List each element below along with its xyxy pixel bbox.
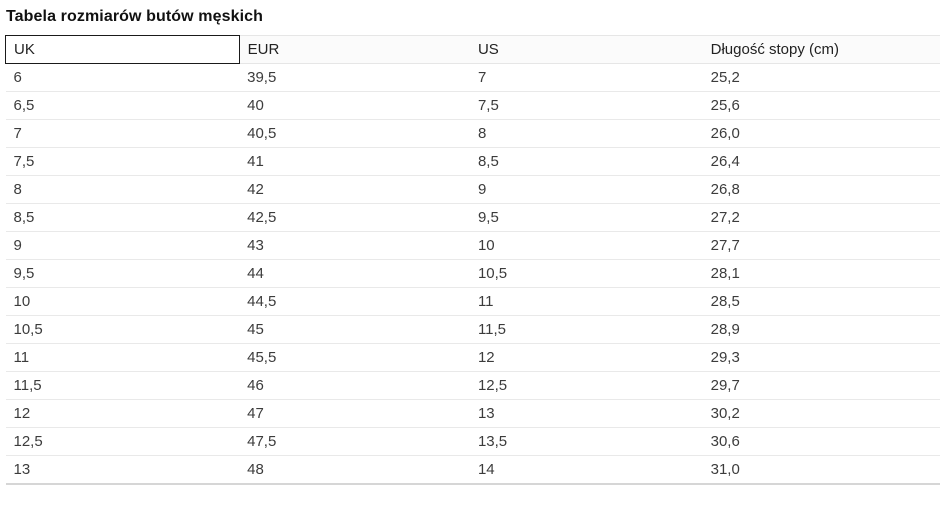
table-cell: 28,5: [702, 287, 940, 316]
table-row: 13 48 14 31,0: [5, 455, 940, 484]
table-cell: 8: [5, 175, 240, 204]
table-cell: 9: [5, 231, 240, 260]
table-cell: 9,5: [469, 203, 703, 232]
table-cell: 30,2: [702, 399, 940, 428]
table-cell: 41: [239, 147, 470, 176]
table-cell: 42,5: [239, 203, 470, 232]
table-cell: 42: [239, 175, 470, 204]
table-row: 8,5 42,5 9,5 27,2: [5, 203, 940, 232]
table-cell: 47: [239, 399, 470, 428]
table-cell: 12,5: [469, 371, 703, 400]
table-row: 11,5 46 12,5 29,7: [5, 371, 940, 400]
table-cell: 25,6: [702, 91, 940, 120]
table-cell: 30,6: [702, 427, 940, 456]
table-cell: 12: [469, 343, 703, 372]
table-cell: 11,5: [5, 371, 240, 400]
table-cell: 46: [239, 371, 470, 400]
table-cell: 44: [239, 259, 470, 288]
table-cell: 28,1: [702, 259, 940, 288]
table-cell: 39,5: [239, 63, 470, 92]
table-cell: 7: [5, 119, 240, 148]
table-cell: 13: [5, 455, 240, 484]
table-cell: 14: [469, 455, 703, 484]
table-cell: 47,5: [239, 427, 470, 456]
table-cell: 6: [5, 63, 240, 92]
table-cell: 40: [239, 91, 470, 120]
table-cell: 29,3: [702, 343, 940, 372]
table-cell: 48: [239, 455, 470, 484]
table-cell: 11: [469, 287, 703, 316]
column-header-us[interactable]: US: [469, 35, 703, 64]
table-cell: 7,5: [5, 147, 240, 176]
table-row: 9 43 10 27,7: [5, 231, 940, 260]
table-cell: 12: [5, 399, 240, 428]
table-cell: 45,5: [239, 343, 470, 372]
table-cell: 31,0: [702, 455, 940, 484]
table-cell: 13,5: [469, 427, 703, 456]
table-cell: 8,5: [469, 147, 703, 176]
column-header-uk[interactable]: UK: [5, 35, 240, 64]
table-cell: 11: [5, 343, 240, 372]
table-row: 6,5 40 7,5 25,6: [5, 91, 940, 120]
table-cell: 6,5: [5, 91, 240, 120]
table-cell: 10,5: [469, 259, 703, 288]
column-header-eur[interactable]: EUR: [239, 35, 470, 64]
table-cell: 12,5: [5, 427, 240, 456]
table-row: 10 44,5 11 28,5: [5, 287, 940, 316]
table-cell: 10,5: [5, 315, 240, 344]
table-cell: 9: [469, 175, 703, 204]
table-cell: 28,9: [702, 315, 940, 344]
shoe-size-table: UK EUR US Długość stopy (cm) 6 39,5 7 25,2 6…: [5, 35, 940, 485]
table-cell: 40,5: [239, 119, 470, 148]
table-cell: 13: [469, 399, 703, 428]
table-row: 10,5 45 11,5 28,9: [5, 315, 940, 344]
table-cell: 44,5: [239, 287, 470, 316]
page-title: Tabela rozmiarów butów męskich: [6, 8, 263, 25]
table-cell: 43: [239, 231, 470, 260]
size-table-body: 6 39,5 7 25,2 6,5 40 7,5 25,6 7 40,5 8 26,0 7,5 41 8,5…: [5, 63, 940, 484]
table-cell: 8,5: [5, 203, 240, 232]
table-cell: 25,2: [702, 63, 940, 92]
table-cell: 26,0: [702, 119, 940, 148]
table-cell: 27,7: [702, 231, 940, 260]
table-row: 8 42 9 26,8: [5, 175, 940, 204]
table-cell: 26,4: [702, 147, 940, 176]
table-cell: 10: [5, 287, 240, 316]
table-cell: 7: [469, 63, 703, 92]
table-header-row: UK EUR US Długość stopy (cm): [5, 35, 940, 64]
table-cell: 27,2: [702, 203, 940, 232]
table-cell: 8: [469, 119, 703, 148]
table-cell: 7,5: [469, 91, 703, 120]
column-header-foot-length[interactable]: Długość stopy (cm): [702, 35, 940, 64]
table-row: 7,5 41 8,5 26,4: [5, 147, 940, 176]
table-row: 6 39,5 7 25,2: [5, 63, 940, 92]
table-row: 9,5 44 10,5 28,1: [5, 259, 940, 288]
table-row: 12,5 47,5 13,5 30,6: [5, 427, 940, 456]
table-cell: 10: [469, 231, 703, 260]
table-cell: 9,5: [5, 259, 240, 288]
table-row: 12 47 13 30,2: [5, 399, 940, 428]
table-cell: 11,5: [469, 315, 703, 344]
table-row: 11 45,5 12 29,3: [5, 343, 940, 372]
table-cell: 45: [239, 315, 470, 344]
table-cell: 29,7: [702, 371, 940, 400]
table-cell: 26,8: [702, 175, 940, 204]
table-row: 7 40,5 8 26,0: [5, 119, 940, 148]
